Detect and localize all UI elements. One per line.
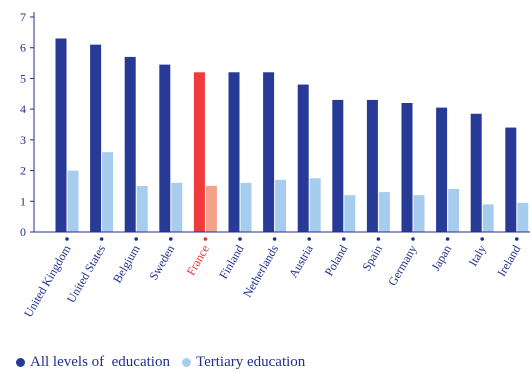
x-tick-dot xyxy=(65,237,69,241)
x-tick-dot xyxy=(99,237,104,241)
bar-all-levels xyxy=(263,72,275,233)
x-category-label: Finland xyxy=(216,243,246,282)
bar-tertiary xyxy=(205,185,217,232)
bar-all-levels xyxy=(332,99,344,232)
x-tick-dot xyxy=(342,237,346,241)
x-tick-dot xyxy=(376,237,381,241)
legend-swatch-all-levels xyxy=(16,357,25,367)
y-tick-label: 7 xyxy=(20,10,26,24)
y-tick-label: 5 xyxy=(20,71,26,85)
bars xyxy=(55,38,529,233)
x-tick-dot xyxy=(272,237,277,241)
bar-all-levels xyxy=(55,38,67,232)
y-tick-label: 3 xyxy=(20,133,26,147)
x-tick-dot xyxy=(134,237,138,241)
legend-item-all-levels: All levels of education xyxy=(16,354,170,371)
bar-tertiary xyxy=(448,189,460,232)
y-tick-label: 0 xyxy=(20,225,26,239)
bar-all-levels xyxy=(228,72,240,233)
bar-all-levels xyxy=(401,103,413,232)
x-category-label: Poland xyxy=(322,243,351,279)
x-tick-dot xyxy=(203,237,208,241)
x-category-label: Belgium xyxy=(110,242,143,285)
y-axis: 0 1 2 3 4 5 6 7 xyxy=(20,10,35,239)
legend: All levels of education Tertiary educati… xyxy=(16,352,317,372)
x-tick-dot xyxy=(480,237,485,241)
x-category-label: Italy xyxy=(466,243,489,269)
x-tick-dot xyxy=(411,237,415,241)
bar-all-levels xyxy=(505,127,517,232)
bar-tertiary xyxy=(136,185,148,232)
x-category-label: Japan xyxy=(428,243,454,274)
bar-tertiary xyxy=(517,202,529,232)
bar-all-levels xyxy=(297,84,309,232)
x-category-label: Sweden xyxy=(146,243,177,283)
x-category-label: Austria xyxy=(286,242,316,280)
bar-all-levels xyxy=(366,99,378,232)
x-category-label: Ireland xyxy=(494,243,523,279)
bar-all-levels xyxy=(124,56,136,232)
legend-swatch-tertiary xyxy=(181,357,191,367)
bar-tertiary xyxy=(240,182,252,232)
x-category-label: Netherlands xyxy=(240,242,281,299)
y-tick-label: 1 xyxy=(20,194,26,208)
bar-all-levels xyxy=(470,113,482,232)
x-tick-dot xyxy=(515,237,519,241)
legend-item-tertiary: Tertiary education xyxy=(181,353,306,371)
x-category-label: France xyxy=(184,243,212,278)
bar-all-levels xyxy=(436,107,448,232)
bar-tertiary xyxy=(378,192,390,232)
bar-tertiary xyxy=(67,170,79,232)
bar-tertiary xyxy=(482,204,494,232)
x-tick-dot xyxy=(445,237,450,241)
x-tick-dot xyxy=(169,237,173,241)
bar-all-levels xyxy=(193,72,205,233)
bar-tertiary xyxy=(344,195,356,232)
legend-label-tertiary: Tertiary education xyxy=(195,353,306,370)
y-tick-label: 6 xyxy=(20,41,26,55)
x-category-label: Spain xyxy=(359,243,385,274)
x-tick-dot xyxy=(238,237,242,241)
bar-tertiary xyxy=(309,178,321,232)
bar-all-levels xyxy=(159,64,171,232)
y-tick-label: 4 xyxy=(20,102,26,116)
x-category-label: Germany xyxy=(385,243,419,289)
bar-tertiary xyxy=(171,182,183,232)
bar-tertiary xyxy=(102,152,114,232)
bar-tertiary xyxy=(413,195,425,232)
bar-tertiary xyxy=(275,179,287,232)
legend-label-all-levels: All levels of education xyxy=(30,353,170,370)
x-tick-dot xyxy=(307,237,312,241)
bar-all-levels xyxy=(90,44,102,233)
y-tick-label: 2 xyxy=(20,164,26,178)
x-category-label: United Kingdom xyxy=(21,242,74,320)
